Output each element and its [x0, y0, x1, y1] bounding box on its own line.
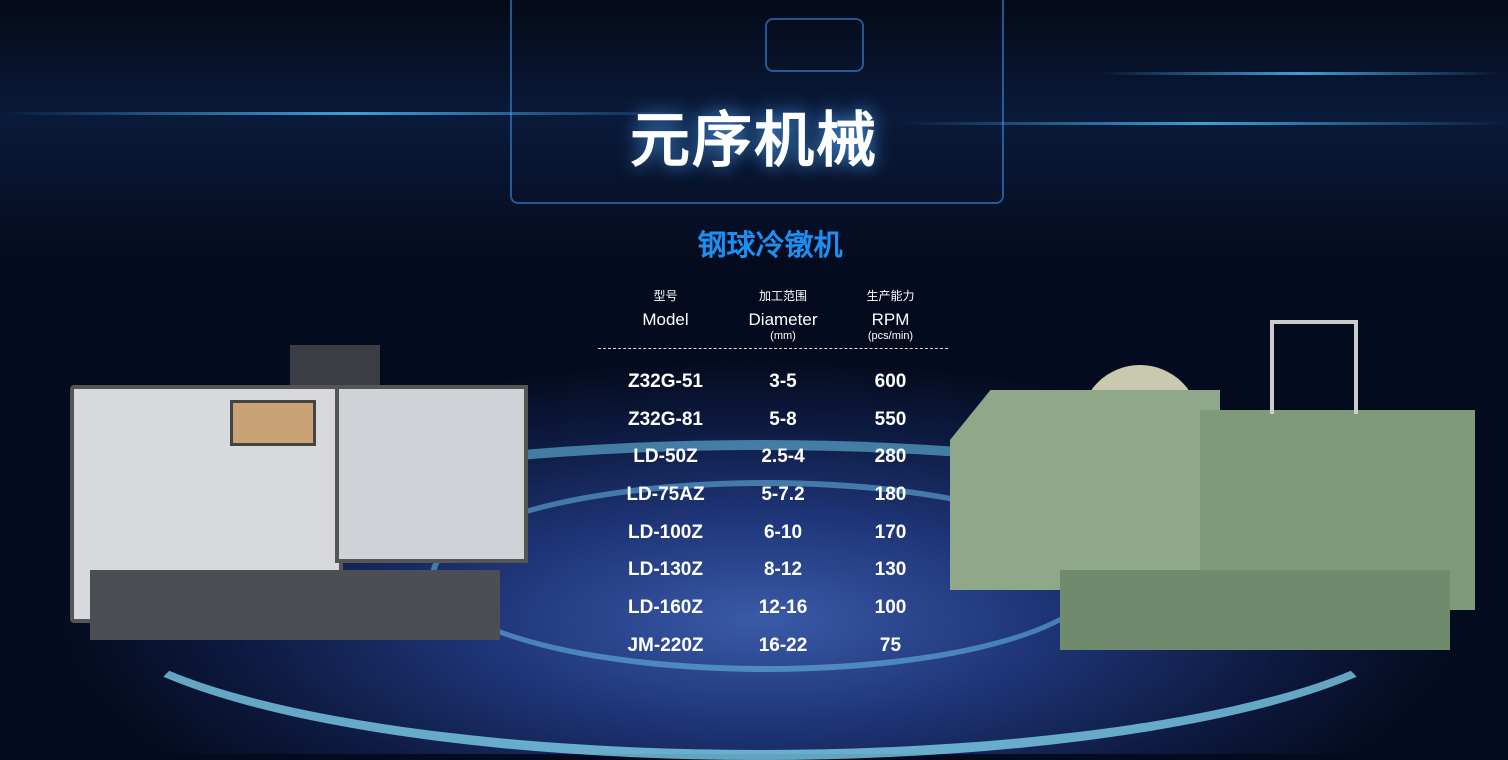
header-diameter-cn: 加工范围 — [758, 289, 807, 303]
header-rpm-cn: 生产能力 — [866, 289, 915, 303]
background-top — [0, 0, 1508, 260]
cell-diameter: 6-10 — [763, 521, 803, 543]
cell-rpm: 600 — [874, 370, 907, 392]
cell-model: LD-130Z — [628, 559, 703, 581]
cell-model: JM-220Z — [627, 634, 704, 656]
cell-diameter: 12-16 — [758, 596, 808, 618]
cell-rpm: 180 — [874, 483, 907, 505]
table-row: JM-220Z 16-22 75 — [598, 627, 948, 665]
light-beam — [900, 122, 1508, 125]
header-model-en: Model — [642, 310, 689, 329]
table-row: Z32G-81 5-8 550 — [598, 401, 948, 439]
table-row: Z32G-51 3-5 600 — [598, 363, 948, 401]
cell-rpm: 550 — [874, 408, 907, 430]
header-diameter-en: Diameter — [748, 310, 818, 329]
cell-diameter: 3-5 — [769, 370, 797, 392]
table-body: Z32G-51 3-5 600 Z32G-81 5-8 550 LD-50Z 2.5-4 280… — [598, 349, 948, 665]
cell-model: LD-160Z — [628, 596, 703, 618]
header-model-cn: 型号 — [653, 289, 678, 303]
table-row: LD-100Z 6-10 170 — [598, 514, 948, 552]
background-machine-outline — [510, 0, 1004, 204]
page-title: 元序机械 — [630, 107, 878, 174]
cell-rpm: 100 — [874, 596, 907, 618]
cell-rpm: 130 — [874, 559, 907, 581]
cell-model: Z32G-51 — [628, 370, 703, 392]
cell-diameter: 8-12 — [763, 559, 803, 581]
cell-diameter: 16-22 — [758, 634, 808, 656]
header-rpm-unit: (pcs/min) — [867, 330, 914, 342]
table-row: LD-50Z 2.5-4 280 — [598, 438, 948, 476]
cell-model: LD-100Z — [628, 521, 703, 543]
cell-diameter: 5-8 — [769, 408, 797, 430]
cell-model: LD-50Z — [633, 446, 698, 468]
light-beam — [1100, 72, 1500, 75]
header-model: 型号 Model — [598, 285, 733, 348]
cell-rpm: 280 — [874, 446, 907, 468]
machine-image-right — [950, 320, 1480, 650]
machine-image-left — [70, 330, 528, 640]
table-row: LD-130Z 8-12 130 — [598, 551, 948, 589]
table-row: LD-160Z 12-16 100 — [598, 589, 948, 627]
header-rpm: 生产能力 RPM (pcs/min) — [833, 285, 948, 348]
spec-table: 型号 Model 加工范围 Diameter (mm) 生产能力 RPM (pc… — [598, 285, 948, 665]
table-header: 型号 Model 加工范围 Diameter (mm) 生产能力 RPM (pc… — [598, 285, 948, 349]
light-beam — [0, 112, 700, 115]
cell-diameter: 2.5-4 — [761, 446, 805, 468]
section-subtitle: 钢球冷镦机 — [697, 230, 843, 262]
cell-rpm: 170 — [874, 521, 907, 543]
cell-model: LD-75AZ — [626, 483, 705, 505]
cell-rpm: 75 — [879, 634, 902, 656]
header-rpm-en: RPM — [871, 310, 910, 329]
cell-diameter: 5-7.2 — [761, 483, 805, 505]
cell-model: Z32G-81 — [628, 408, 703, 430]
background-machine-window — [765, 18, 864, 72]
header-diameter: 加工范围 Diameter (mm) — [733, 285, 833, 348]
header-diameter-unit: (mm) — [770, 330, 796, 342]
table-row: LD-75AZ 5-7.2 180 — [598, 476, 948, 514]
